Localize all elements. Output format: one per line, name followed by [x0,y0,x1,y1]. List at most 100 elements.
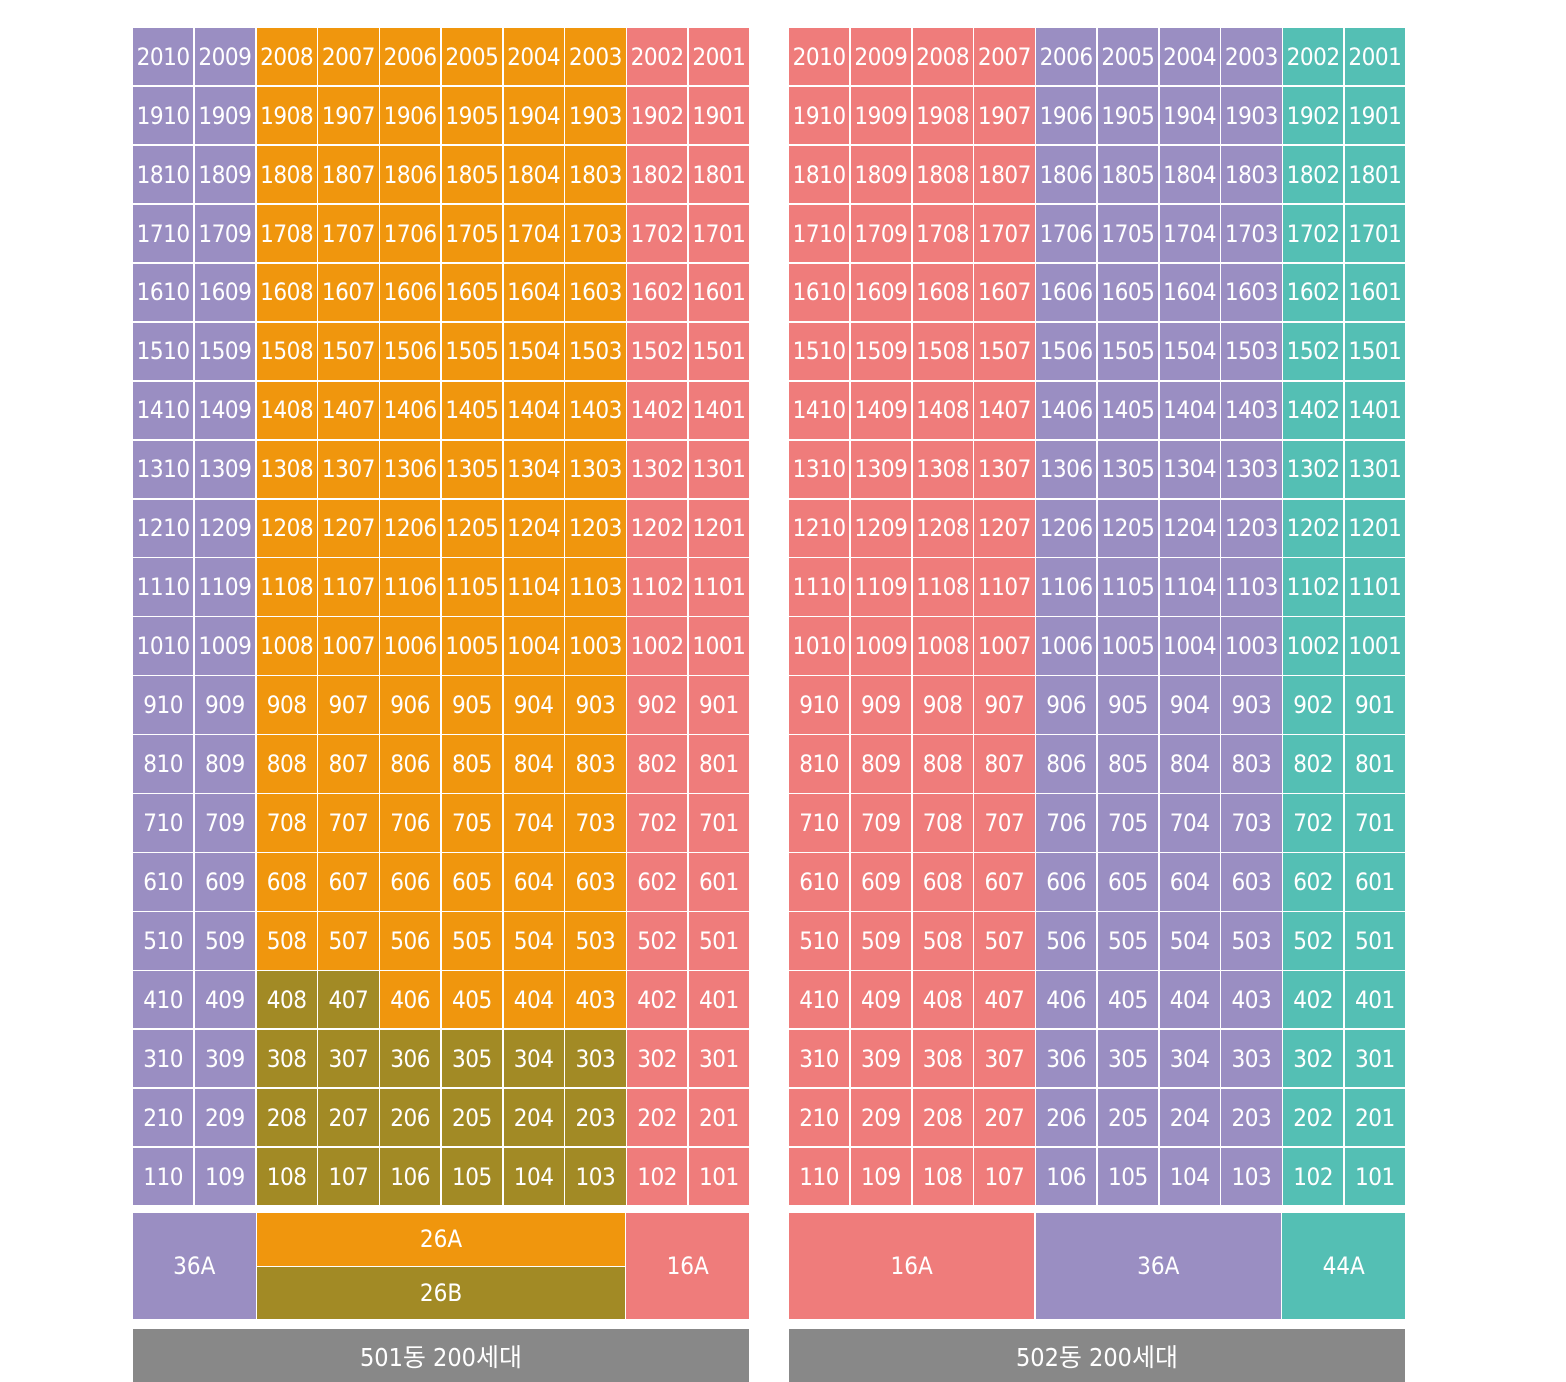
unit-cell: 1608 [912,263,973,322]
unit-cell: 1709 [194,204,255,263]
unit-cell: 1907 [974,86,1035,145]
unit-cell: 102 [627,1147,688,1206]
unit-cell: 410 [133,971,194,1029]
unit-cell: 202 [1283,1088,1344,1147]
unit-cell: 1507 [318,322,379,381]
unit-cell: 303 [1221,1029,1282,1088]
unit-cell: 205 [1097,1088,1158,1147]
unit-cell: 1607 [318,263,379,322]
unit-cell: 407 [974,971,1035,1029]
unit-cell: 2002 [627,28,688,86]
unit-cell: 1602 [1283,263,1344,322]
unit-cell: 809 [850,735,911,793]
unit-cell: 1501 [688,322,749,381]
unit-cell: 2009 [850,28,911,86]
unit-cell: 1909 [194,86,255,145]
unit-cell: 708 [256,794,317,852]
unit-cell: 306 [380,1029,441,1088]
unit-cell: 1103 [565,558,626,616]
unit-cell: 1806 [380,145,441,204]
unit-cell: 2010 [789,28,850,86]
unit-cell: 1910 [133,86,194,145]
unit-cell: 1409 [850,381,911,440]
unit-cell: 1310 [133,440,194,498]
unit-cell: 101 [1344,1147,1405,1206]
unit-cell: 1302 [627,440,688,498]
unit-cell: 1308 [912,440,973,498]
unit-cell: 509 [194,912,255,970]
unit-cell: 1307 [318,440,379,498]
legend-block-16a: 16A [789,1213,1035,1320]
unit-cell: 1605 [441,263,502,322]
unit-cell: 1809 [194,145,255,204]
unit-cell: 1503 [1221,322,1282,381]
unit-cell: 1303 [1221,440,1282,498]
unit-cell: 1202 [1283,499,1344,557]
building-label-502: 502동 200세대 [789,1329,1405,1382]
unit-cell: 608 [256,853,317,911]
unit-cell: 406 [380,971,441,1029]
unit-cell: 2001 [1344,28,1405,86]
unit-cell: 908 [256,676,317,734]
unit-cell: 1109 [194,558,255,616]
unit-cell: 1705 [1097,204,1158,263]
unit-cell: 1006 [1036,617,1097,675]
unit-cell: 1404 [503,381,564,440]
unit-cell: 1003 [1221,617,1282,675]
unit-cell: 1304 [1159,440,1220,498]
unit-cell: 2007 [974,28,1035,86]
unit-cell: 1905 [441,86,502,145]
unit-cell: 1709 [850,204,911,263]
unit-cell: 205 [441,1088,502,1147]
unit-cell: 604 [503,853,564,911]
unit-cell: 307 [318,1029,379,1088]
unit-cell: 502 [1283,912,1344,970]
unit-cell: 1401 [688,381,749,440]
unit-cell: 904 [503,676,564,734]
unit-cell: 2007 [318,28,379,86]
unit-cell: 1410 [133,381,194,440]
unit-cell: 1010 [133,617,194,675]
unit-cell: 503 [565,912,626,970]
unit-cell: 901 [688,676,749,734]
unit-cell: 307 [974,1029,1035,1088]
unit-cell: 810 [789,735,850,793]
unit-cell: 706 [1036,794,1097,852]
unit-cell: 1009 [194,617,255,675]
unit-cell: 1006 [380,617,441,675]
unit-cell: 2008 [912,28,973,86]
unit-cell: 605 [1097,853,1158,911]
unit-cell: 1606 [1036,263,1097,322]
unit-cell: 603 [565,853,626,911]
unit-cell: 208 [912,1088,973,1147]
unit-cell: 1702 [627,204,688,263]
unit-cell: 1705 [441,204,502,263]
unit-cell: 1508 [256,322,317,381]
unit-cell: 605 [441,853,502,911]
unit-cell: 502 [627,912,688,970]
unit-cell: 1108 [912,558,973,616]
unit-cell: 209 [850,1088,911,1147]
building-502: 2010 2009 2008 2007 2006 2005 2004 2003 2002 2001… [789,28,1405,1382]
unit-cell: 1204 [1159,499,1220,557]
unit-cell: 1504 [503,322,564,381]
unit-cell: 1109 [850,558,911,616]
unit-cell: 508 [912,912,973,970]
unit-cell: 1901 [1344,86,1405,145]
unit-cell: 2006 [1036,28,1097,86]
unit-cell: 907 [974,676,1035,734]
unit-cell: 1809 [850,145,911,204]
unit-cell: 305 [1097,1029,1158,1088]
unit-cell: 1405 [441,381,502,440]
unit-cell: 109 [194,1147,255,1206]
unit-cell: 1502 [627,322,688,381]
unit-cell: 1303 [565,440,626,498]
unit-cell: 204 [503,1088,564,1147]
unit-grid-501: 2010 2009 2008 2007 2006 2005 2004 2003 2002 2001… [133,28,749,1206]
unit-cell: 1005 [441,617,502,675]
unit-cell: 1305 [1097,440,1158,498]
unit-cell: 1609 [194,263,255,322]
unit-cell: 106 [1036,1147,1097,1206]
unit-cell: 1601 [688,263,749,322]
unit-cell: 208 [256,1088,317,1147]
